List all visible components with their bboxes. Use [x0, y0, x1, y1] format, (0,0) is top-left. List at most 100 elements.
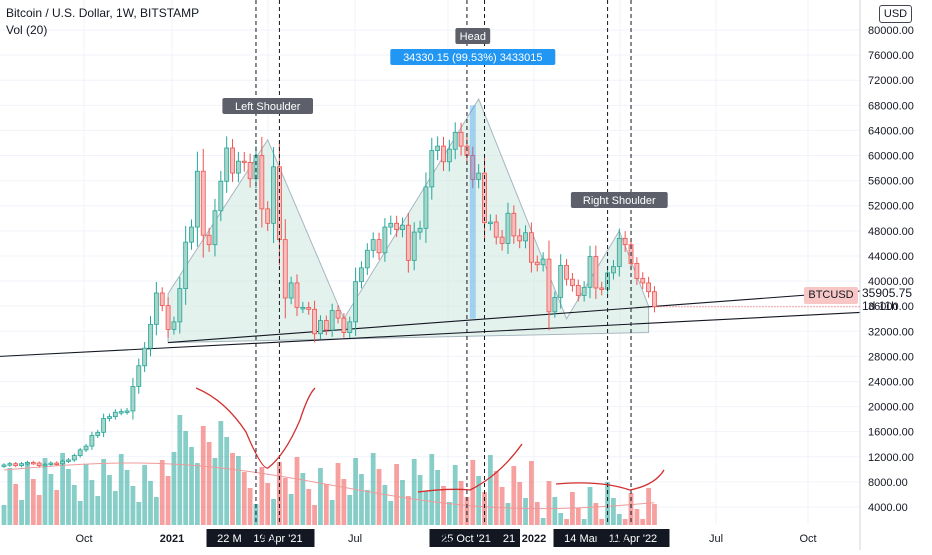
volume-bar	[546, 481, 552, 525]
candle-body	[564, 264, 569, 280]
date-tag-label: 19 Apr '21	[253, 533, 302, 545]
volume-bar	[529, 461, 534, 525]
candle-body	[194, 170, 200, 228]
volume-bar	[189, 447, 194, 525]
candle-body	[189, 226, 194, 243]
candle-body	[136, 365, 142, 387]
candle-body	[306, 307, 312, 310]
currency-button[interactable]: USD	[879, 5, 912, 23]
volume-bar	[218, 421, 224, 525]
candle-body	[77, 449, 83, 456]
volume-bar	[611, 498, 616, 525]
candle-body	[323, 320, 329, 331]
volume-bar	[470, 460, 476, 525]
volume-bar	[511, 466, 517, 525]
volume-indicator-label[interactable]: Vol (20)	[6, 23, 48, 37]
volume-bar	[107, 475, 112, 525]
y-tick-label: 80000.00	[868, 25, 914, 37]
candle-body	[493, 221, 499, 238]
candle-body	[19, 463, 24, 466]
date-tag-label: 25 Oct '21	[441, 533, 491, 545]
volume-bar	[587, 487, 593, 525]
volume-bar	[341, 479, 347, 525]
volume-bar	[177, 415, 183, 525]
candle-body	[89, 435, 95, 447]
volume-bar	[482, 492, 487, 525]
candle-body	[60, 460, 65, 465]
volume-bar	[259, 467, 265, 525]
candle-body	[177, 288, 183, 323]
volume-bar	[452, 465, 458, 525]
volume-bar	[605, 482, 610, 525]
volume-bar	[236, 456, 241, 525]
candle-body	[359, 267, 364, 283]
y-axis: 4000.00 8000.00 12000.00 16000.00 20000.00 24…	[859, 0, 914, 550]
candle-body	[335, 310, 341, 319]
volume-bar	[335, 463, 341, 525]
volume-bar	[616, 514, 622, 525]
candle-body	[271, 166, 276, 224]
volume-bar	[622, 519, 628, 525]
candle-body	[382, 226, 388, 254]
x-tick-label: Apr	[611, 533, 628, 545]
candle-body	[13, 463, 19, 466]
volume-bar	[364, 490, 370, 525]
candle-body	[265, 208, 271, 224]
candle-body	[318, 320, 323, 335]
candle-body	[435, 145, 441, 151]
volume-bar	[89, 480, 95, 525]
candle-body	[394, 222, 400, 230]
y-tick-label: 40000.00	[868, 276, 914, 288]
candle-body	[112, 411, 118, 418]
last-price-value: 35905.75	[862, 286, 913, 300]
last-price-tag: 35905.75 1d 11h	[862, 287, 912, 313]
volume-bar	[523, 498, 528, 525]
volume-bar	[652, 504, 657, 525]
candle-body	[470, 155, 476, 180]
volume-bar	[247, 488, 253, 525]
candle-body	[652, 291, 657, 308]
volume-bar	[329, 500, 335, 525]
volume-bar	[95, 496, 101, 525]
volume-bar	[312, 505, 317, 525]
candle-body	[300, 307, 306, 310]
candles	[1, 122, 657, 468]
volume-bar	[271, 499, 276, 525]
candle-body	[312, 308, 317, 335]
y-tick-label: 16000.00	[868, 427, 914, 439]
candle-body	[452, 131, 458, 150]
head-label: Head	[460, 31, 486, 43]
volume-bar	[394, 464, 400, 525]
y-tick-label: 64000.00	[868, 125, 914, 137]
candle-body	[148, 323, 153, 349]
candle-body	[347, 321, 353, 333]
volume-bar	[36, 495, 42, 525]
volume-bar	[206, 442, 212, 525]
volume-bar	[71, 485, 77, 525]
y-tick-label: 24000.00	[868, 376, 914, 388]
y-tick-label: 48000.00	[868, 226, 914, 238]
candle-body	[118, 411, 124, 414]
volume-bar	[446, 502, 452, 525]
candle-body	[529, 232, 534, 263]
volume-bar	[282, 478, 288, 525]
volume-bar	[646, 488, 651, 525]
volume-bar	[435, 470, 441, 525]
volume-bar	[48, 474, 54, 525]
volume-bar	[458, 481, 464, 525]
hand-drawn-annotation	[195, 387, 316, 469]
candle-body	[241, 160, 247, 164]
neckline-upper	[168, 290, 861, 344]
volume-bar	[13, 484, 19, 525]
volume-ma-line	[3, 462, 655, 510]
candle-body	[446, 148, 452, 163]
volume-bar	[153, 497, 159, 525]
candle-body	[487, 221, 493, 224]
volume-bar	[499, 487, 505, 525]
left-shoulder-label-box	[222, 98, 313, 114]
candle-body	[611, 266, 616, 274]
candle-body	[159, 292, 165, 306]
candle-body	[540, 258, 546, 266]
